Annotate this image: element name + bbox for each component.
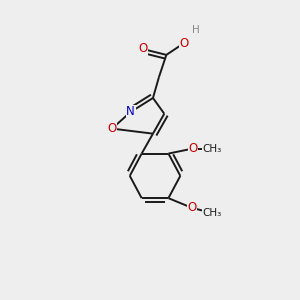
Text: H: H	[192, 25, 200, 34]
Text: CH₃: CH₃	[203, 143, 222, 154]
Text: O: O	[188, 202, 197, 214]
Text: N: N	[126, 106, 135, 118]
Text: O: O	[180, 37, 189, 50]
Text: CH₃: CH₃	[203, 208, 222, 218]
Text: O: O	[188, 142, 198, 155]
Text: O: O	[107, 122, 117, 135]
Text: O: O	[138, 42, 147, 56]
